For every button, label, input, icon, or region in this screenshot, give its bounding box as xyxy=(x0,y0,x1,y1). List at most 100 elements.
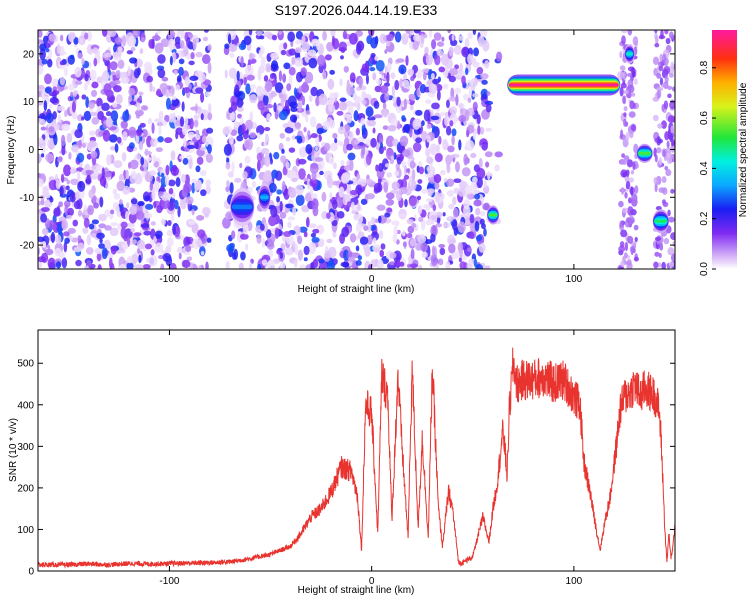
spectrogram-noise-cell xyxy=(361,123,366,136)
spectrogram-noise-cell xyxy=(112,188,117,195)
spectrogram-noise-cell xyxy=(619,220,624,228)
spectrogram-noise-cell xyxy=(158,191,164,196)
spectrogram-noise-cell xyxy=(242,171,248,179)
spectrogram-noise-cell xyxy=(167,30,176,39)
spectrogram-noise-cell xyxy=(38,30,43,38)
spectrogram-noise-cell xyxy=(656,89,662,99)
spectrogram-noise-cell xyxy=(113,56,122,61)
spectrogram-noise-cell xyxy=(97,110,104,121)
spectrogram-noise-cell xyxy=(42,186,49,198)
spectrogram-noise-cell xyxy=(418,166,425,175)
spectrogram-noise-cell xyxy=(38,247,41,256)
spectrogram-noise-cell xyxy=(164,114,170,123)
spectrogram-noise-cell xyxy=(75,259,82,267)
spectrogram-noise-cell xyxy=(61,219,69,230)
spectrogram-noise-cell xyxy=(442,222,451,228)
spectrogram-noise-cell xyxy=(430,72,435,80)
spectrogram-noise-cell xyxy=(205,136,214,149)
spectrogram-noise-cell xyxy=(338,41,347,51)
spectrogram-noise-cell xyxy=(367,119,377,127)
spectrogram-noise-cell xyxy=(294,184,304,196)
spectrogram-noise-cell xyxy=(415,137,423,144)
spectrogram-noise-cell xyxy=(107,252,114,260)
spectrogram-noise-cell xyxy=(63,164,72,177)
spectrogram-noise-cell xyxy=(333,92,339,98)
spectrogram-noise-cell xyxy=(442,83,449,90)
spectrogram-noise-cell xyxy=(432,78,440,85)
spectrogram-noise-cell xyxy=(202,135,207,143)
spectrogram-noise-cell xyxy=(619,86,624,97)
spectrogram-noise-cell xyxy=(248,30,253,36)
spectrogram-noise-cell xyxy=(81,142,86,149)
spectrogram-noise-cell xyxy=(625,180,631,190)
spectrogram-noise-cell xyxy=(620,129,624,139)
spectrogram-noise-cell xyxy=(49,196,54,203)
spectrogram-noise-cell xyxy=(463,153,468,166)
spectrogram-noise-cell xyxy=(431,125,436,133)
spectrogram-noise-cell xyxy=(107,30,117,38)
spectrogram-noise-cell xyxy=(59,60,65,66)
spectrogram-noise-cell xyxy=(282,166,288,176)
spectrogram-noise-cell xyxy=(653,177,658,185)
spectrogram-noise-cell xyxy=(421,251,428,258)
spectrogram-noise-cell xyxy=(152,86,156,93)
spectrogram-noise-cell xyxy=(183,45,189,56)
spectrogram-noise-cell xyxy=(61,257,68,269)
spectrogram-noise-cell xyxy=(96,252,102,262)
spectrogram-noise-cell xyxy=(68,32,76,40)
spectrogram-noise-cell xyxy=(68,83,75,91)
spectrogram-noise-cell xyxy=(367,116,376,121)
spectrogram-noise-cell xyxy=(448,96,457,102)
spectrogram-noise-cell xyxy=(494,164,500,172)
spectrogram-noise-cell xyxy=(229,111,236,122)
spectrogram-noise-cell xyxy=(428,83,438,94)
spectrogram-noise-cell xyxy=(454,87,462,95)
spectrogram-noise-cell xyxy=(312,228,320,234)
spectrogram-noise-cell xyxy=(304,192,313,203)
spectrogram-noise-cell xyxy=(130,227,135,233)
spectrogram-noise-cell xyxy=(380,142,384,149)
spectrogram-noise-cell xyxy=(38,212,41,224)
spectrogram-noise-cell xyxy=(266,259,276,269)
spectrogram-noise-cell xyxy=(634,78,638,86)
spectrogram-noise-cell xyxy=(280,155,287,163)
spectrogram-noise-cell xyxy=(332,132,338,139)
snr-y-tick-label: 300 xyxy=(17,442,34,453)
spectrogram-noise-cell xyxy=(671,86,675,92)
spectrogram-noise-cell xyxy=(87,204,95,216)
spectrogram-noise-cell xyxy=(442,212,446,217)
spectrogram-noise-cell xyxy=(485,265,491,269)
spectrogram-noise-cell xyxy=(623,252,628,259)
spectrogram-noise-cell xyxy=(458,242,463,253)
spectrogram-noise-cell xyxy=(202,206,211,216)
spectrogram-noise-cell xyxy=(355,245,360,252)
spectrogram-noise-cell xyxy=(315,134,320,147)
spectrogram-noise-cell xyxy=(302,81,309,93)
spectrogram-noise-cell xyxy=(463,217,472,226)
spectrogram-noise-cell xyxy=(324,54,332,61)
spectrogram-noise-cell xyxy=(284,247,294,256)
spectrogram-noise-cell xyxy=(102,129,111,142)
spectrogram-noise-cell xyxy=(198,72,207,83)
spectrogram-noise-cell xyxy=(40,126,47,131)
spectrogram-y-tick-label: 20 xyxy=(23,49,35,60)
spectrogram-noise-cell xyxy=(309,178,319,188)
spectrogram-noise-cell xyxy=(265,229,272,239)
spectrogram-noise-cell xyxy=(470,152,477,159)
spectrogram-noise-cell xyxy=(425,54,434,66)
spectrogram-noise-cell xyxy=(376,79,382,85)
spectrogram-noise-cell xyxy=(148,255,158,267)
spectrogram-noise-cell xyxy=(240,56,244,68)
spectrogram-noise-cell xyxy=(387,124,397,132)
spectrogram-noise-cell xyxy=(113,193,121,200)
spectrogram-noise-cell xyxy=(426,134,431,143)
spectrogram-noise-cell xyxy=(120,211,127,216)
spectrogram-noise-cell xyxy=(38,84,45,90)
spectrogram-noise-cell xyxy=(177,205,181,218)
spectrogram-noise-cell xyxy=(444,115,450,127)
spectrogram-noise-cell xyxy=(143,168,149,173)
spectrogram-noise-cell xyxy=(446,189,455,197)
spectrogram-noise-cell xyxy=(189,205,198,212)
spectrogram-noise-cell xyxy=(279,261,286,269)
spectrogram-noise-cell xyxy=(231,252,237,260)
